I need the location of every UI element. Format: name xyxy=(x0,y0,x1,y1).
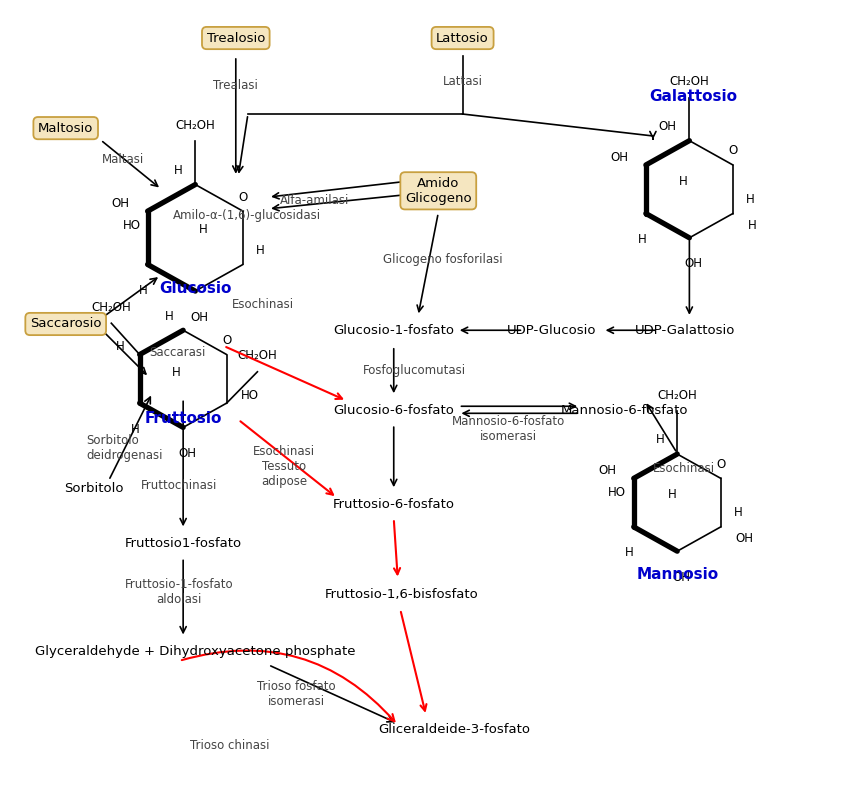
Text: H: H xyxy=(131,423,140,436)
Text: Amido
Glicogeno: Amido Glicogeno xyxy=(405,177,472,205)
Text: Fruttosio: Fruttosio xyxy=(145,410,221,425)
Text: Mannosio: Mannosio xyxy=(637,567,718,582)
Text: OH: OH xyxy=(112,196,130,210)
Text: OH: OH xyxy=(685,257,702,271)
Text: Fruttosio1-fosfato: Fruttosio1-fosfato xyxy=(125,537,242,550)
Text: Glicogeno fosforilasi: Glicogeno fosforilasi xyxy=(382,253,502,266)
Text: H: H xyxy=(746,193,754,206)
Text: O: O xyxy=(222,334,232,347)
Text: H: H xyxy=(256,244,264,257)
Text: HO: HO xyxy=(123,219,141,232)
Text: Esochinasi: Esochinasi xyxy=(232,298,294,311)
Text: H: H xyxy=(116,340,125,353)
Text: Glucosio-1-fosfato: Glucosio-1-fosfato xyxy=(333,323,454,337)
Text: UDP-Glucosio: UDP-Glucosio xyxy=(507,323,596,337)
Text: OH: OH xyxy=(735,532,754,545)
Text: O: O xyxy=(728,144,738,157)
Text: Esochinasi
Tessuto
adipose: Esochinasi Tessuto adipose xyxy=(253,445,316,488)
Text: Galattosio: Galattosio xyxy=(649,89,738,104)
Text: Glyceraldehyde + Dihydroxyacetone phosphate: Glyceraldehyde + Dihydroxyacetone phosph… xyxy=(35,645,355,658)
Text: Maltasi: Maltasi xyxy=(102,153,144,166)
Text: Fruttosio-1,6-bisfosfato: Fruttosio-1,6-bisfosfato xyxy=(325,588,479,600)
Text: OH: OH xyxy=(658,120,676,133)
Text: Saccarosio: Saccarosio xyxy=(30,317,101,331)
Text: OH: OH xyxy=(179,447,196,460)
Text: Sorbitolo
deidrogenasi: Sorbitolo deidrogenasi xyxy=(86,434,163,462)
Text: Glucosio-6-fosfato: Glucosio-6-fosfato xyxy=(333,404,454,417)
Text: H: H xyxy=(748,219,756,232)
Text: Sorbitolo: Sorbitolo xyxy=(64,482,124,495)
Text: H: H xyxy=(668,488,677,501)
Text: H: H xyxy=(173,366,181,379)
Text: H: H xyxy=(626,547,634,559)
Text: Alfa-amilasi: Alfa-amilasi xyxy=(280,194,349,207)
Text: H: H xyxy=(733,507,743,519)
Text: CH₂OH: CH₂OH xyxy=(175,119,216,132)
Text: H: H xyxy=(165,309,173,323)
Text: Fruttochinasi: Fruttochinasi xyxy=(141,479,217,492)
Text: Fruttosio-1-fosfato
aldolasi: Fruttosio-1-fosfato aldolasi xyxy=(125,578,233,606)
Text: OH: OH xyxy=(598,464,616,477)
Text: O: O xyxy=(238,191,248,204)
Text: Saccarasi: Saccarasi xyxy=(149,346,205,359)
Text: Fosfoglucomutasi: Fosfoglucomutasi xyxy=(362,365,466,377)
Text: UDP-Galattosio: UDP-Galattosio xyxy=(635,323,736,337)
Text: CH₂OH: CH₂OH xyxy=(669,75,709,88)
Text: Glucosio: Glucosio xyxy=(159,281,232,296)
Text: Trealosio: Trealosio xyxy=(206,32,265,44)
Text: Trioso fosfato
isomerasi: Trioso fosfato isomerasi xyxy=(258,680,336,708)
Text: Lattasi: Lattasi xyxy=(443,75,482,88)
Text: H: H xyxy=(679,175,687,188)
Text: H: H xyxy=(199,223,208,237)
Text: Mannosio-6-fosfato
isomerasi: Mannosio-6-fosfato isomerasi xyxy=(452,415,565,443)
Text: O: O xyxy=(716,458,725,471)
Text: CH₂OH: CH₂OH xyxy=(658,388,697,402)
Text: CH₂OH: CH₂OH xyxy=(92,301,131,314)
Text: HO: HO xyxy=(608,486,626,499)
Text: H: H xyxy=(656,433,664,447)
Text: H: H xyxy=(637,233,646,246)
Text: OH: OH xyxy=(190,311,208,323)
Text: Trioso chinasi: Trioso chinasi xyxy=(190,739,270,752)
Text: HO: HO xyxy=(241,389,259,402)
Text: H: H xyxy=(173,164,183,177)
Text: Amilo-α-(1,6)-glucosidasi: Amilo-α-(1,6)-glucosidasi xyxy=(173,209,321,222)
Text: Mannosio-6-fosfato: Mannosio-6-fosfato xyxy=(561,404,688,417)
Text: Gliceraldeide-3-fosfato: Gliceraldeide-3-fosfato xyxy=(379,724,530,736)
Text: OH: OH xyxy=(672,570,690,584)
Text: Maltosio: Maltosio xyxy=(38,122,93,135)
FancyArrowPatch shape xyxy=(182,650,394,721)
Text: Lattosio: Lattosio xyxy=(436,32,489,44)
Text: CH₂OH: CH₂OH xyxy=(237,350,277,362)
Text: OH: OH xyxy=(610,151,628,163)
Text: Trealasi: Trealasi xyxy=(213,79,258,92)
Text: Esochinasi: Esochinasi xyxy=(653,462,715,476)
Text: Fruttosio-6-fosfato: Fruttosio-6-fosfato xyxy=(333,498,455,510)
Text: H: H xyxy=(139,284,148,297)
